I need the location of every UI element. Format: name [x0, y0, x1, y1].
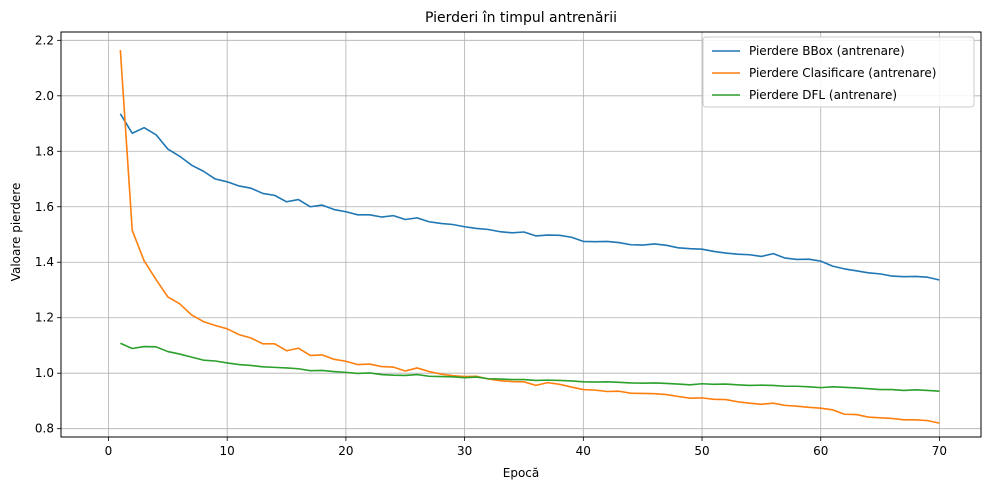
x-tick-label: 0: [105, 444, 113, 458]
y-tick-label: 0.8: [35, 422, 54, 436]
y-axis-title: Valoare pierdere: [9, 183, 23, 282]
y-tick-label: 1.0: [35, 366, 54, 380]
legend-label-3: Pierdere DFL (antrenare): [749, 88, 897, 102]
y-tick-label: 1.2: [35, 311, 54, 325]
legend: Pierdere BBox (antrenare) Pierdere Clasif…: [702, 36, 975, 108]
series-line-1: [119, 113, 940, 281]
x-tick-label: 20: [338, 444, 353, 458]
axis-ticks: 0 10 20 30 40 50 60 70 0.8 1.0 1.2 1.4 1.6 1.8 2.0 2.2: [35, 33, 947, 458]
y-tick-label: 1.4: [35, 255, 54, 269]
series-line-2: [119, 49, 940, 424]
y-tick-label: 1.8: [35, 144, 54, 158]
y-tick-label: 2.2: [35, 33, 54, 47]
x-tick-label: 70: [932, 444, 947, 458]
series-line-3: [120, 342, 940, 393]
x-tick-label: 30: [457, 444, 472, 458]
x-tick-label: 40: [576, 444, 591, 458]
y-tick-label: 2.0: [35, 89, 54, 103]
y-tick-label: 1.6: [35, 200, 54, 214]
legend-label-1: Pierdere BBox (antrenare): [749, 44, 905, 58]
legend-box: [702, 36, 975, 108]
x-tick-label: 50: [694, 444, 709, 458]
plot-frame: [60, 31, 982, 438]
series-lines: [119, 49, 940, 424]
chart-title: Pierderi în timpul antrenării: [425, 10, 617, 26]
legend-label-2: Pierdere Clasificare (antrenare): [749, 66, 936, 80]
x-tick-label: 10: [220, 444, 235, 458]
x-tick-label: 60: [813, 444, 828, 458]
x-axis-title: Epocă: [503, 466, 540, 480]
